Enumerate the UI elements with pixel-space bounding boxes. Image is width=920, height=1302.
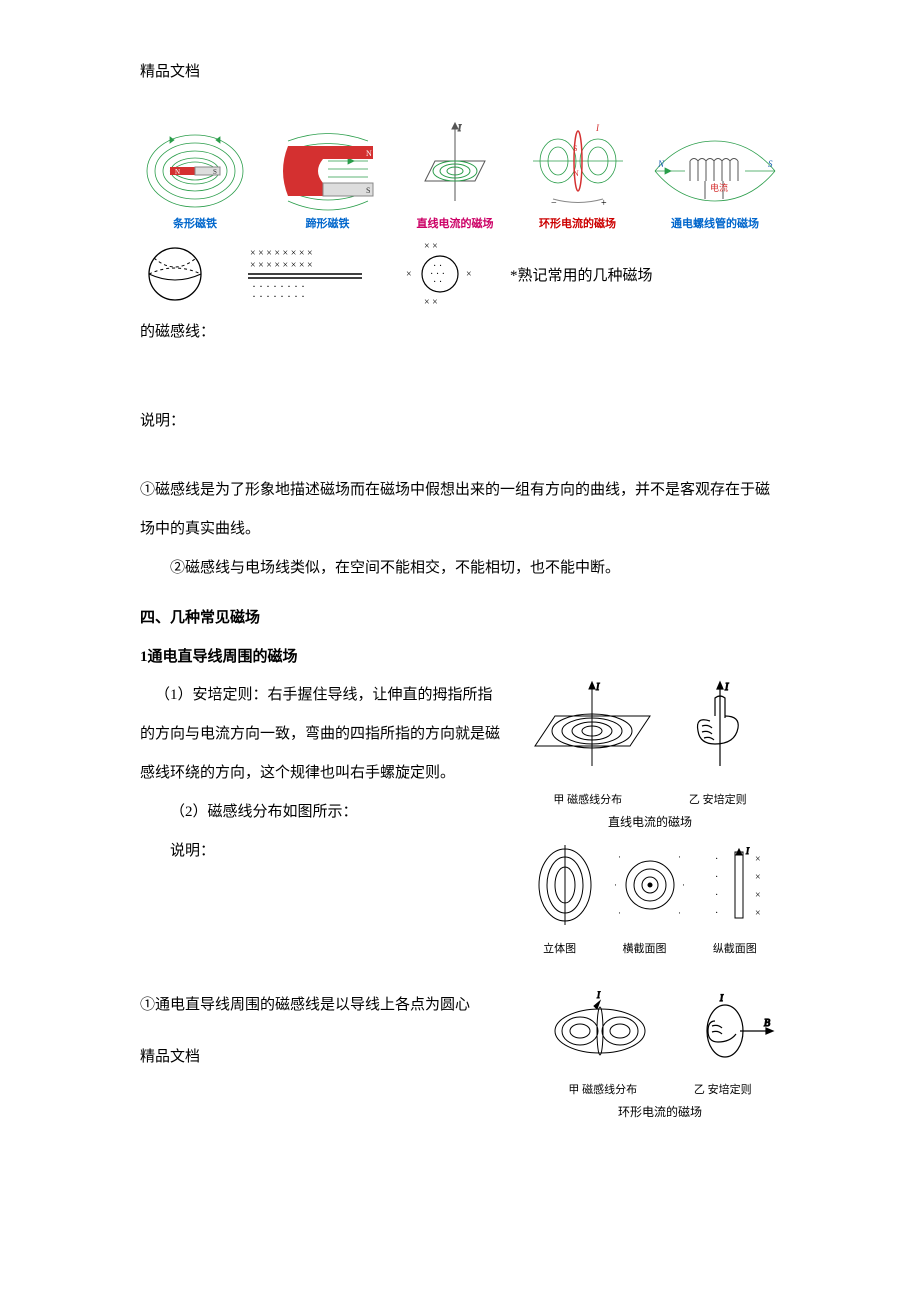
svg-text:S: S [213,168,217,176]
svg-text:·: · [614,880,617,890]
svg-text:·: · [715,854,718,865]
explain-heading: 说明： [140,402,780,441]
svg-text:N: N [366,149,372,158]
svg-text:× ×: × × [424,241,438,252]
sphere-icon [140,244,210,304]
section-4-title: 四、几种常见磁场 [140,606,780,627]
bar-magnet-label: 条形磁铁 [173,215,217,231]
fig1-sub-mid: 横截面图 [622,940,666,956]
svg-text:S: S [768,159,773,169]
svg-text:× × × × × × × ×: × × × × × × × × [250,260,313,271]
svg-text:I: I [719,993,724,1003]
svg-text:−: − [551,198,557,209]
solenoid-svg: N S 电流 [650,131,780,211]
svg-text:·: · [715,890,718,901]
svg-text:S: S [366,186,370,195]
svg-text:电流: 电流 [710,182,728,193]
svg-text:×: × [466,269,472,280]
solenoid-label: 通电螺线管的磁场 [671,215,759,231]
horseshoe-svg: N S [268,131,388,211]
svg-text:·: · [682,880,685,890]
para-1: ①磁感线是为了形象地描述磁场而在磁场中假想出来的一组有方向的曲线，并不是客观存在… [140,471,780,549]
memorize-note: *熟记常用的几种磁场 [510,264,653,285]
fig2-title: 环形电流的磁场 [540,1103,780,1120]
circle-cross-dot-icon: × × × × × × · · · · · · · [400,239,480,309]
straight-wire-svg: I [405,121,505,211]
svg-text:· · · · · · · ·: · · · · · · · · [252,289,305,303]
fig2-left-caption: 甲 磁感线分布 [568,1081,637,1097]
fig2-right-caption: 乙 安培定则 [694,1081,752,1097]
figure-straight-wire: I I 甲 磁感线分布 乙 安培定则 [520,676,780,956]
figure-ring-current: I B I 甲 磁感线分布 乙 安培定则 环形电流的磁场 [540,986,780,1120]
straight-wire-label: 直线电流的磁场 [417,215,494,231]
svg-text:N: N [573,169,579,178]
item1-block: （1）安培定则：右手握住导线，让伸直的拇指所指的方向与电流方向一致，弯曲的四指所… [140,676,780,956]
item2-text: （2）磁感线分布如图所示： [140,793,500,832]
magnet-diagram-row: N S 条形磁铁 [140,121,780,231]
bottom-block: ①通电直导线周围的磁感线是以导线上各点为圆心 精品文档 I [140,986,780,1120]
horseshoe-label: 蹄形磁铁 [306,215,350,231]
svg-text:I: I [745,846,750,856]
circular-current-diagram: S N I − + 环形电流的磁场 [523,121,633,231]
svg-text:S: S [573,144,577,153]
item3-text: 说明： [140,832,500,871]
svg-text:I: I [595,682,600,693]
svg-text:×: × [755,872,761,883]
svg-text:B: B [764,1018,770,1029]
svg-text:·: · [678,852,681,862]
svg-text:·: · [715,872,718,883]
svg-text:I: I [595,123,600,133]
svg-text:+: + [601,198,607,209]
svg-text:N: N [175,168,180,176]
bar-magnet-svg: N S [140,131,250,211]
diagram-row-2: × × × × × × × × × × × × × × × × · · · · … [140,239,780,309]
svg-text:N: N [657,159,665,169]
straight-wire-diagram: I 直线电流的磁场 [405,121,505,231]
fig1-right-caption: 乙 安培定则 [689,791,747,807]
header-text: 精品文档 [140,60,780,81]
para-2: ②磁感线与电场线类似，在空间不能相交，不能相切，也不能中断。 [140,549,780,588]
svg-text:·: · [618,908,621,918]
svg-text:I: I [457,123,462,133]
svg-text:I: I [596,990,601,1000]
horseshoe-magnet-diagram: N S 蹄形磁铁 [268,131,388,231]
fig1-sub-left: 立体图 [543,940,576,956]
svg-text:×: × [755,854,761,865]
svg-text:× ×: × × [424,297,438,308]
svg-text:·: · [618,852,621,862]
footer-text: 精品文档 [140,1045,520,1066]
svg-text:·: · [715,908,718,919]
sub-1-title: 1通电直导线周围的磁场 [140,645,780,666]
svg-text:·: · [678,908,681,918]
fig1-title: 直线电流的磁场 [520,813,780,830]
circular-current-label: 环形电流的磁场 [539,215,616,231]
fig1-left-caption: 甲 磁感线分布 [553,791,622,807]
sheet-field-icon: × × × × × × × × × × × × × × × × · · · · … [240,244,370,304]
svg-text:× × × × × × × ×: × × × × × × × × [250,248,313,259]
svg-text:×: × [755,908,761,919]
svg-text:×: × [406,269,412,280]
svg-text:×: × [755,890,761,901]
item1-text: （1）安培定则：右手握住导线，让伸直的拇指所指的方向与电流方向一致，弯曲的四指所… [140,676,500,793]
trail-line: 的磁感线： [140,313,780,352]
para-3: ①通电直导线周围的磁感线是以导线上各点为圆心 [140,986,520,1025]
bar-magnet-diagram: N S 条形磁铁 [140,131,250,231]
circular-current-svg: S N I − + [523,121,633,211]
svg-text:· ·: · · [433,277,442,288]
solenoid-diagram: N S 电流 通电螺线管的磁场 [650,131,780,231]
svg-text:I: I [724,682,729,693]
fig1-sub-right: 纵截面图 [713,940,757,956]
